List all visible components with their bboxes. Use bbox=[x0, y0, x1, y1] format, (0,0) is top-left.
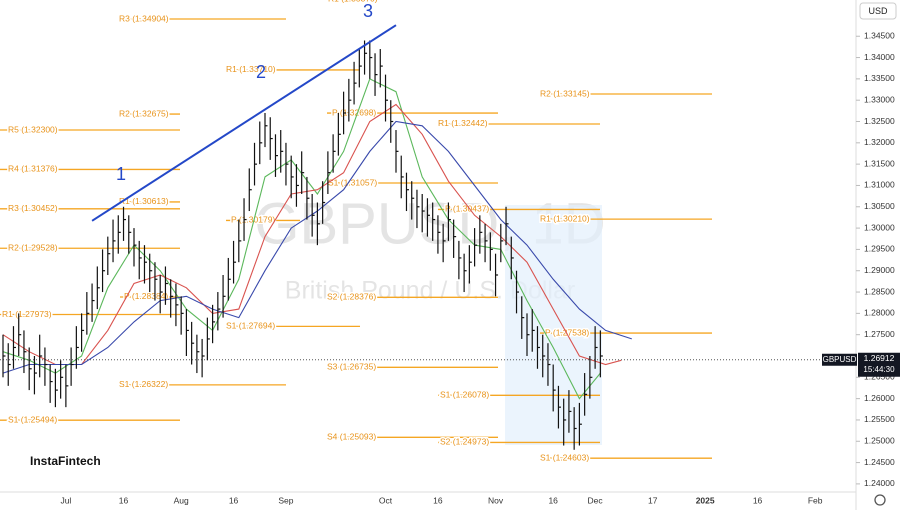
pivot-label: R1 (1.30210) bbox=[540, 213, 590, 223]
currency[interactable]: USD bbox=[868, 6, 888, 16]
y-tick-label: 1.33000 bbox=[864, 94, 895, 104]
trend-line bbox=[91, 24, 397, 222]
x-tick-label: Sep bbox=[278, 495, 293, 505]
pivot-label: R2 (1.32675) bbox=[119, 108, 169, 118]
brand: InstaFintech bbox=[30, 454, 101, 468]
wave-label: 3 bbox=[363, 1, 373, 21]
last-price-box bbox=[858, 352, 900, 377]
pivot-label: R2 (1.29528) bbox=[8, 242, 58, 252]
pivot-label: S1 (1.24603) bbox=[540, 452, 589, 462]
wave-label: 2 bbox=[256, 62, 266, 82]
x-tick-label: Oct bbox=[379, 495, 393, 505]
x-tick-label: 16 bbox=[753, 495, 763, 505]
pivot-label: P (1.32698) bbox=[332, 107, 376, 117]
pivot-label: R1 (1.32442) bbox=[438, 118, 488, 128]
countdown: 15:44:30 bbox=[863, 365, 895, 374]
pivot-label: S4 (1.25093) bbox=[327, 432, 376, 442]
pivot-label: S2 (1.24973) bbox=[440, 437, 489, 447]
y-tick-label: 1.29500 bbox=[864, 244, 895, 254]
y-tick-label: 1.28000 bbox=[864, 308, 895, 318]
y-tick-label: 1.27500 bbox=[864, 329, 895, 339]
pivot-label: P (1.28384) bbox=[124, 291, 168, 301]
pivot-label: S1 (1.26078) bbox=[440, 390, 489, 400]
y-tick-label: 1.24000 bbox=[864, 478, 895, 488]
y-tick-label: 1.25500 bbox=[864, 414, 895, 424]
x-tick-label: Feb bbox=[808, 495, 823, 505]
pivot-label: S2 (1.28376) bbox=[327, 292, 376, 302]
pivot-label: R5 (1.32300) bbox=[8, 124, 58, 134]
y-tick-label: 1.28500 bbox=[864, 286, 895, 296]
last-price-label: 1.26912 bbox=[864, 353, 895, 363]
y-tick-label: 1.31000 bbox=[864, 180, 895, 190]
y-tick-label: 1.30500 bbox=[864, 201, 895, 211]
x-tick-label: Dec bbox=[588, 495, 604, 505]
y-tick-label: 1.24500 bbox=[864, 457, 895, 467]
y-tick-label: 1.34000 bbox=[864, 52, 895, 62]
pivot-label: S1 (1.25494) bbox=[8, 414, 57, 424]
pivot-label: R1 (1.27973) bbox=[2, 309, 52, 319]
x-tick-label: 16 bbox=[433, 495, 443, 505]
pivot-label: R1 (1.33710) bbox=[226, 64, 276, 74]
pivot-label: P (1.30437) bbox=[445, 204, 489, 214]
pivot-label: S1 (1.26322) bbox=[119, 379, 168, 389]
currency-box[interactable] bbox=[859, 2, 897, 20]
symbol-tag: GBPUSD bbox=[823, 355, 857, 364]
y-tick-label: 1.30000 bbox=[864, 222, 895, 232]
pivot-label: R1 (1.35370) bbox=[328, 0, 378, 3]
pivot-label: S1 (1.27694) bbox=[226, 321, 275, 331]
pivot-label: P (1.30179) bbox=[231, 215, 275, 225]
x-tick-label: Nov bbox=[488, 495, 504, 505]
pivot-label: R1 (1.30613) bbox=[119, 196, 169, 206]
symbol-tag-box bbox=[822, 353, 857, 366]
y-tick-label: 1.26000 bbox=[864, 393, 895, 403]
moving-average bbox=[2, 78, 601, 400]
y-tick-label: 1.32500 bbox=[864, 116, 895, 126]
moving-average bbox=[2, 103, 622, 366]
plot: R5 (1.32300) R4 (1.31376) R3 (1.30452) R2 (… bbox=[0, 0, 856, 464]
x-tick-label: 17 bbox=[648, 495, 658, 505]
x-tick-label: 2025 bbox=[696, 495, 715, 505]
y-tick-label: 1.34500 bbox=[864, 30, 895, 40]
pivot-label: R2 (1.33145) bbox=[540, 88, 590, 98]
settings-icon[interactable] bbox=[874, 494, 886, 506]
x-tick-label: Aug bbox=[174, 495, 189, 505]
pivot-label: R3 (1.30452) bbox=[8, 203, 58, 213]
y-tick-label: 1.32000 bbox=[864, 137, 895, 147]
y-tick-label: 1.29000 bbox=[864, 265, 895, 275]
x-tick-label: 16 bbox=[119, 495, 129, 505]
pivot-label: R4 (1.31376) bbox=[8, 164, 58, 174]
pivot-label: P (1.27538) bbox=[545, 327, 589, 337]
y-tick-label: 1.25000 bbox=[864, 436, 895, 446]
y-tick-label: 1.33500 bbox=[864, 73, 895, 83]
wave-label: 1 bbox=[116, 164, 126, 184]
pivot-label: S3 (1.26735) bbox=[327, 362, 376, 372]
x-tick-label: 16 bbox=[548, 495, 558, 505]
pivot-label: R3 (1.34904) bbox=[119, 13, 169, 23]
pivot-label: S1 (1.31057) bbox=[328, 177, 377, 187]
y-tick-label: 1.31500 bbox=[864, 158, 895, 168]
x-tick-label: Jul bbox=[60, 495, 71, 505]
x-tick-label: 16 bbox=[229, 495, 239, 505]
